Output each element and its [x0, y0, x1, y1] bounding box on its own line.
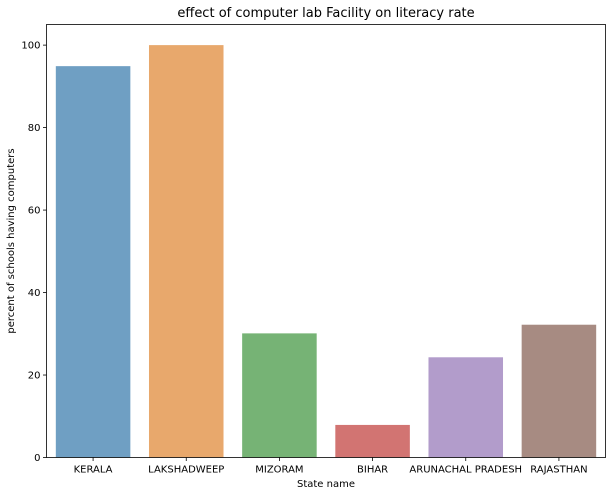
bar-lakshadweep	[148, 45, 224, 458]
bars-group	[55, 45, 597, 458]
plot-frame	[46, 24, 606, 458]
x-tick-label: LAKSHADWEEP	[148, 465, 224, 476]
y-tick-label: 80	[28, 123, 41, 134]
y-tick-label: 100	[21, 41, 40, 52]
bar-kerala	[55, 66, 131, 458]
y-tick-label: 60	[28, 206, 41, 217]
x-axis: KERALA LAKSHADWEEP MIZORAM BIHAR ARUNACHAL P…	[74, 457, 588, 476]
bar-mizoram	[242, 333, 317, 458]
y-tick-label: 20	[28, 371, 41, 382]
x-tick-label: RAJASTHAN	[530, 465, 587, 476]
y-tick-label: 0	[34, 453, 40, 464]
x-axis-label: State name	[297, 479, 355, 490]
y-axis-label: percent of schools having computers	[6, 148, 17, 333]
x-tick-label: KERALA	[74, 465, 113, 476]
x-tick-label: BIHAR	[357, 465, 388, 476]
bar-rajasthan	[521, 324, 597, 458]
chart-title: effect of computer lab Facility on liter…	[177, 6, 474, 21]
bar-bihar	[335, 424, 410, 458]
bar-arunachal-pradesh	[428, 357, 504, 458]
y-tick-label: 40	[28, 288, 41, 299]
x-tick-label: MIZORAM	[255, 465, 303, 476]
y-axis: 0 20 40 60 80 100	[21, 41, 47, 464]
x-tick-label: ARUNACHAL PRADESH	[409, 465, 522, 476]
